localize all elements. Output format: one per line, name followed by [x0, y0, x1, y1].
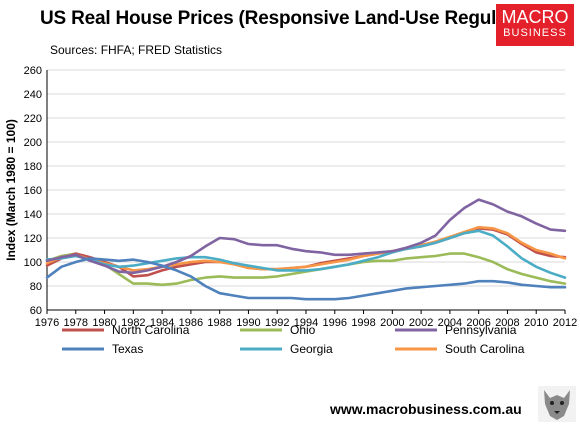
series-line-texas: [45, 257, 567, 301]
y-tick-label: 160: [24, 185, 42, 197]
x-tick-label: 2006: [466, 317, 490, 329]
series-line-south-carolina: [45, 225, 567, 272]
chart-title: US Real House Prices (Responsive Land-Us…: [40, 8, 547, 29]
y-tick-label: 220: [24, 113, 42, 125]
x-tick-label: 1984: [150, 317, 174, 329]
logo-line-1: MACRO: [501, 7, 569, 27]
x-tick-label: 2004: [438, 317, 462, 329]
x-tick-label: 1992: [265, 317, 289, 329]
legend-label-pennsylvania: Pennsylvania: [445, 323, 517, 337]
x-tick-label: 1994: [294, 317, 318, 329]
x-tick-label: 1982: [121, 317, 145, 329]
legend-label-north-carolina: North Carolina: [112, 323, 190, 337]
y-tick-label: 60: [30, 305, 42, 317]
y-tick-label: 120: [24, 233, 42, 245]
x-tick-label: 2010: [524, 317, 548, 329]
grid-layer: [47, 69, 565, 311]
y-tick-label: 200: [24, 137, 42, 149]
x-tick-label: 1978: [64, 317, 88, 329]
y-tick-label: 240: [24, 89, 42, 101]
legend-label-ohio: Ohio: [290, 323, 316, 337]
y-tick-label: 180: [24, 161, 42, 173]
x-tick-label: 2002: [409, 317, 433, 329]
chart-subtitle: Sources: FHFA; FRED Statistics: [50, 43, 223, 57]
legend-label-south-carolina: South Carolina: [445, 342, 525, 356]
axis-layer: 60 80 100 120 140 160 180 200 220 240 260 1976 1978 1…: [24, 65, 578, 329]
x-tick-label: 2000: [380, 317, 404, 329]
x-tick-label: 2008: [495, 317, 519, 329]
macrobusiness-logo: MACRO BUSINESS: [496, 4, 574, 46]
x-tick-label: 2012: [553, 317, 577, 329]
x-tick-label: 1988: [207, 317, 231, 329]
y-tick-label: 100: [24, 257, 42, 269]
series-layer: [45, 198, 567, 301]
legend-label-texas: Texas: [112, 342, 143, 356]
x-tick-label: 1998: [351, 317, 375, 329]
site-url[interactable]: www.macrobusiness.com.au: [330, 401, 522, 417]
y-axis-title: Index (March 1980 = 100): [4, 119, 18, 261]
legend-label-georgia: Georgia: [290, 342, 333, 356]
x-tick-label: 1976: [35, 317, 59, 329]
y-tick-label: 260: [24, 65, 42, 77]
x-tick-label: 1996: [323, 317, 347, 329]
wolf-mascot-icon: [538, 386, 576, 422]
series-line-georgia: [45, 229, 567, 279]
x-tick-label: 1980: [92, 317, 116, 329]
y-tick-label: 140: [24, 209, 42, 221]
series-line-pennsylvania: [45, 198, 567, 275]
legend: North Carolina Ohio Pennsylvania Texas Georg…: [62, 323, 525, 356]
logo-line-2: BUSINESS: [503, 27, 567, 39]
x-tick-label: 1990: [236, 317, 260, 329]
x-tick-label: 1986: [179, 317, 203, 329]
y-tick-label: 80: [30, 281, 42, 293]
